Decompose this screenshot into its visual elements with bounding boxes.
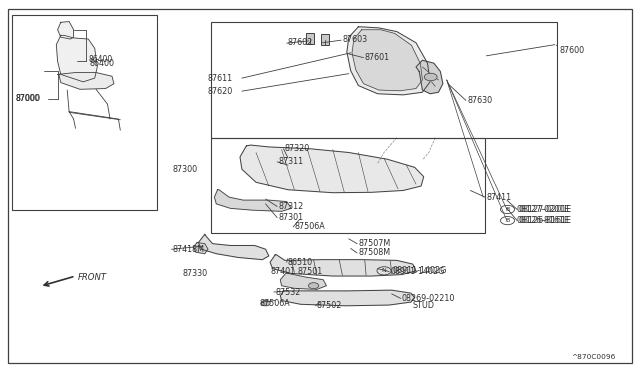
Polygon shape bbox=[352, 30, 422, 91]
Text: 87630: 87630 bbox=[467, 96, 492, 105]
Polygon shape bbox=[347, 27, 430, 95]
Text: 08127-0201E: 08127-0201E bbox=[518, 205, 572, 214]
Text: 08126-8161E: 08126-8161E bbox=[518, 216, 572, 225]
Polygon shape bbox=[240, 145, 424, 193]
Text: 87401: 87401 bbox=[271, 267, 296, 276]
Text: ^870C0096: ^870C0096 bbox=[572, 354, 616, 360]
Text: 87620: 87620 bbox=[208, 87, 233, 96]
Text: B: B bbox=[506, 207, 509, 212]
Circle shape bbox=[424, 73, 437, 81]
Text: 08269-02210: 08269-02210 bbox=[402, 294, 455, 303]
Circle shape bbox=[308, 283, 319, 289]
Polygon shape bbox=[270, 255, 416, 276]
Text: 87000: 87000 bbox=[16, 94, 40, 103]
Text: 08911-1402G: 08911-1402G bbox=[393, 266, 447, 275]
Text: 87411: 87411 bbox=[486, 193, 511, 202]
Polygon shape bbox=[56, 35, 97, 82]
Polygon shape bbox=[193, 243, 208, 254]
Text: 87330: 87330 bbox=[182, 269, 207, 278]
Text: N: N bbox=[381, 268, 387, 273]
Polygon shape bbox=[58, 73, 114, 89]
Bar bbox=[306, 33, 314, 44]
Polygon shape bbox=[214, 190, 291, 211]
Text: 87312: 87312 bbox=[278, 202, 303, 211]
Text: 08911-1402G: 08911-1402G bbox=[390, 267, 445, 276]
Circle shape bbox=[261, 301, 270, 306]
Text: 86400: 86400 bbox=[90, 59, 115, 68]
Bar bbox=[211, 22, 557, 138]
Text: 87501: 87501 bbox=[298, 267, 323, 276]
Text: 87603: 87603 bbox=[342, 35, 367, 44]
Text: 87418M: 87418M bbox=[173, 245, 205, 254]
Polygon shape bbox=[198, 234, 269, 260]
Text: 87502: 87502 bbox=[317, 301, 342, 310]
Text: 87506A: 87506A bbox=[294, 222, 325, 231]
Text: B: B bbox=[506, 218, 509, 223]
Text: 87311: 87311 bbox=[278, 157, 303, 166]
Text: 08127-0201E: 08127-0201E bbox=[516, 205, 570, 214]
Text: 87508M: 87508M bbox=[358, 248, 390, 257]
Polygon shape bbox=[58, 22, 74, 39]
Bar bbox=[211, 138, 485, 232]
Text: 87611: 87611 bbox=[208, 74, 233, 83]
Text: 87000: 87000 bbox=[16, 94, 41, 103]
Text: 86400: 86400 bbox=[88, 55, 113, 64]
Text: 87506A: 87506A bbox=[259, 299, 290, 308]
Text: FRONT: FRONT bbox=[78, 273, 108, 282]
Bar bbox=[12, 15, 157, 210]
Text: 08126-8161E: 08126-8161E bbox=[516, 216, 570, 225]
Text: 87300: 87300 bbox=[173, 165, 198, 174]
Text: 86510: 86510 bbox=[288, 258, 313, 267]
Text: 87320: 87320 bbox=[285, 144, 310, 153]
Bar bbox=[321, 34, 329, 45]
Text: 87600: 87600 bbox=[560, 46, 585, 55]
Text: 87601: 87601 bbox=[365, 53, 390, 62]
Text: 87507M: 87507M bbox=[358, 239, 390, 248]
Text: 87602: 87602 bbox=[288, 38, 313, 47]
Polygon shape bbox=[280, 290, 415, 306]
Text: 87301: 87301 bbox=[278, 213, 303, 222]
Text: 87532: 87532 bbox=[275, 288, 301, 296]
Text: STUD: STUD bbox=[413, 301, 435, 310]
Polygon shape bbox=[416, 60, 443, 94]
Polygon shape bbox=[280, 272, 326, 289]
